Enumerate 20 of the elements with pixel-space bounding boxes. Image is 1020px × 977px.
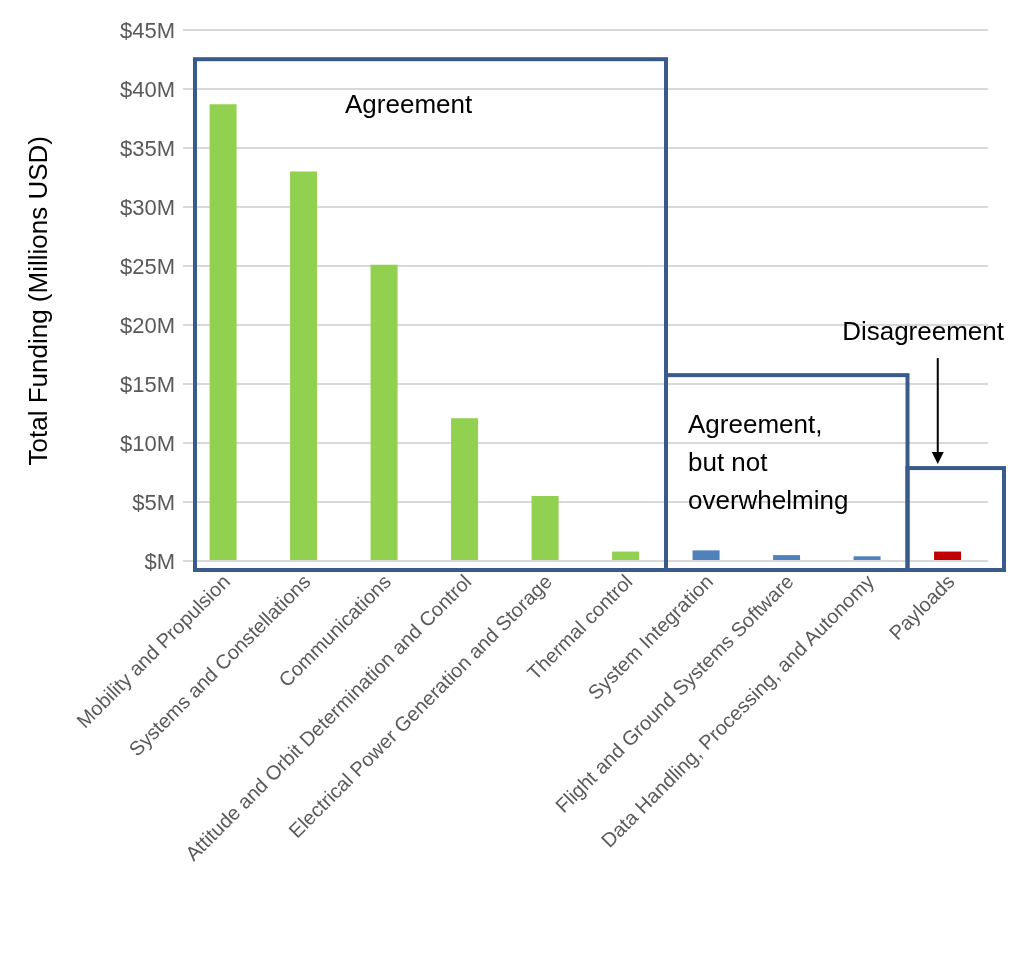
y-tick-label: $20M	[119, 312, 175, 338]
bar	[209, 104, 237, 561]
y-tick-label: $30M	[119, 194, 175, 220]
bar	[451, 418, 479, 561]
y-tick-label: $15M	[119, 371, 175, 397]
y-tick-label: $25M	[119, 253, 175, 279]
bar	[692, 550, 720, 561]
annotation: Agreement	[345, 89, 473, 121]
y-tick-label: $45M	[119, 17, 175, 43]
annotation: Agreement, but not overwhelming	[688, 408, 850, 518]
y-tick-label: $5M	[132, 489, 175, 515]
y-tick-label: $40M	[119, 76, 175, 102]
bar	[531, 496, 559, 561]
y-tick-label: $35M	[119, 135, 175, 161]
bar	[370, 264, 398, 561]
y-tick-label: $M	[144, 548, 175, 574]
y-axis-title: Total Funding (Millions USD)	[23, 136, 54, 466]
y-tick-label: $10M	[119, 430, 175, 456]
bar	[290, 171, 318, 561]
annotation: Disagreement	[842, 316, 1004, 348]
